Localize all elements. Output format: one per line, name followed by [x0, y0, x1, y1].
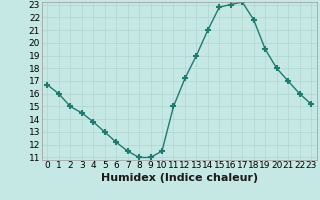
X-axis label: Humidex (Indice chaleur): Humidex (Indice chaleur) — [100, 173, 258, 183]
